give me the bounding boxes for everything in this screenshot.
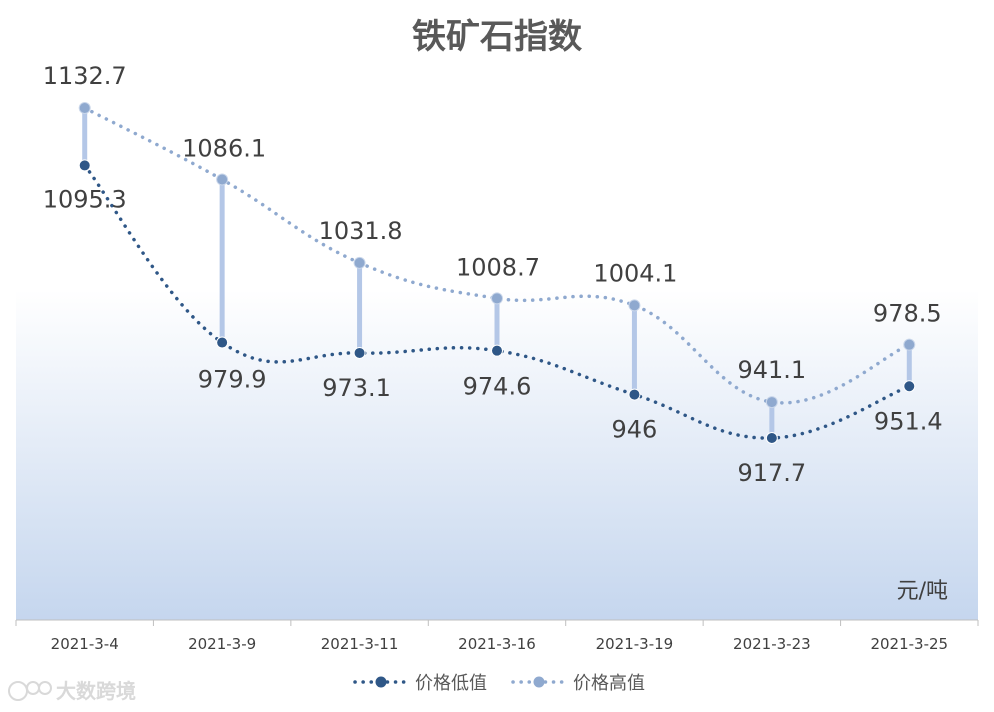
low-point xyxy=(353,346,366,359)
x-tick-label: 2021-3-4 xyxy=(51,635,119,653)
low-value-label: 946 xyxy=(612,416,658,444)
high-point xyxy=(78,102,91,114)
chart-title: 铁矿石指数 xyxy=(412,17,582,57)
x-axis-ticks xyxy=(15,620,979,626)
low-point xyxy=(903,380,916,393)
legend-label: 价格低值 xyxy=(415,673,487,694)
x-tick-label: 2021-3-23 xyxy=(733,635,811,653)
drop-lines xyxy=(82,108,912,438)
high-value-label: 1004.1 xyxy=(593,259,677,287)
high-value-label: 978.5 xyxy=(873,300,942,328)
x-tick-label: 2021-3-19 xyxy=(596,635,674,653)
low-value-label: 979.9 xyxy=(198,366,267,394)
series-markers xyxy=(78,102,916,444)
high-point xyxy=(491,292,503,305)
x-tick-label: 2021-3-16 xyxy=(458,635,536,653)
legend: 价格低值 价格高值 xyxy=(353,673,645,694)
low-point xyxy=(78,159,91,172)
high-value-label: 1031.8 xyxy=(319,217,403,245)
low-value-label: 1095.3 xyxy=(43,185,127,213)
legend-label: 价格高值 xyxy=(573,673,645,694)
unit-label: 元/吨 xyxy=(897,579,948,604)
low-value-label: 974.6 xyxy=(463,373,532,401)
low-point xyxy=(765,432,778,444)
high-point xyxy=(353,256,366,269)
legend-marker xyxy=(375,676,387,688)
x-tick-label: 2021-3-25 xyxy=(870,635,948,653)
watermark-text: 大数跨境 xyxy=(56,679,136,703)
low-point xyxy=(491,344,503,357)
high-point xyxy=(216,173,229,186)
low-point xyxy=(628,388,641,401)
low-point xyxy=(216,336,229,349)
watermark-logo-icon xyxy=(8,681,52,701)
high-value-label: 1132.7 xyxy=(43,62,127,90)
x-tick-label: 2021-3-11 xyxy=(321,635,399,653)
high-value-label: 941.1 xyxy=(737,356,806,384)
low-value-label: 973.1 xyxy=(322,374,391,402)
high-value-label: 1086.1 xyxy=(182,135,266,163)
data-labels: 1095.3 979.9 973.1 974.6 946 917.7 951.4 1132.7… xyxy=(43,62,943,487)
x-axis-tick-labels: 2021-3-4 2021-3-9 2021-3-11 2021-3-16 2021-3… xyxy=(51,635,948,653)
low-value-label: 951.4 xyxy=(874,407,943,435)
high-point xyxy=(765,396,778,409)
high-value-label: 1008.7 xyxy=(456,253,540,281)
high-point xyxy=(903,338,916,351)
high-point xyxy=(628,299,641,312)
x-tick-label: 2021-3-9 xyxy=(188,635,256,653)
low-value-label: 917.7 xyxy=(737,459,806,487)
watermark: 大数跨境 xyxy=(8,679,136,703)
legend-marker xyxy=(533,676,545,688)
